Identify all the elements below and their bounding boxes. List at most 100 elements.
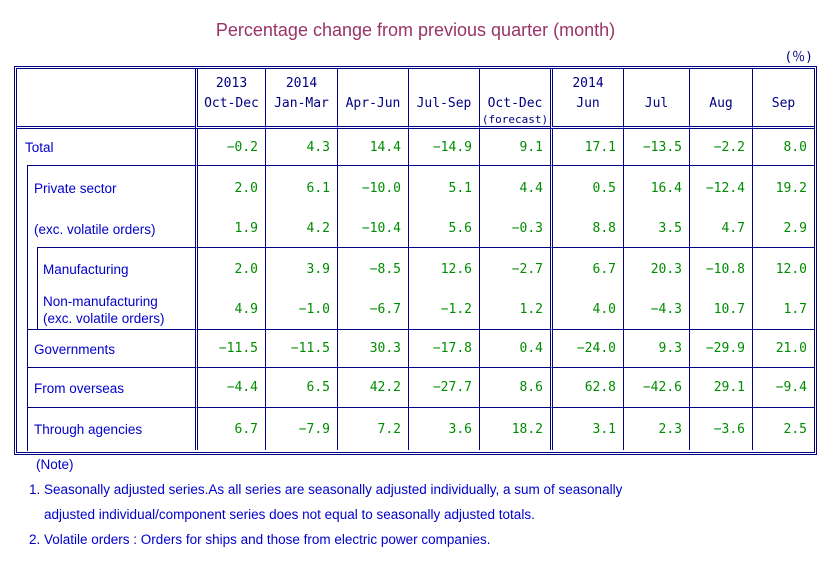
row-label-text: (exc. volatile orders) — [34, 221, 156, 237]
data-cell: 20.3 — [623, 248, 689, 290]
data-cell: −8.5 — [337, 248, 408, 290]
data-cell: 6.7 — [195, 408, 265, 450]
data-cell: 2.3 — [623, 408, 689, 450]
row-label-text: Private sector — [34, 180, 117, 196]
data-cell: 3.6 — [408, 408, 479, 450]
data-cell: −2.7 — [479, 248, 550, 290]
column-header-text: Jan-Mar — [274, 96, 329, 111]
data-cell: 18.2 — [479, 408, 550, 450]
data-cell: −3.6 — [689, 408, 752, 450]
column-header-text: Apr-Jun — [345, 96, 401, 111]
data-cell: 14.4 — [337, 129, 408, 166]
data-cell: −7.9 — [265, 408, 337, 450]
row-label: Private sector — [17, 166, 195, 210]
data-cell: 16.4 — [623, 166, 689, 210]
data-cell: 8.6 — [479, 368, 550, 408]
row-label: Non-manufacturing (exc. volatile orders) — [17, 290, 195, 330]
data-cell: 29.1 — [689, 368, 752, 408]
data-cell: −1.0 — [265, 290, 337, 330]
data-cell: 3.9 — [265, 248, 337, 290]
data-cell: 9.3 — [623, 330, 689, 368]
data-cell: 1.2 — [479, 290, 550, 330]
row-label: Through agencies — [17, 408, 195, 450]
row-label-text: Non-manufacturing — [43, 294, 158, 309]
column-header-text: Jul-Sep — [416, 96, 472, 111]
data-cell: 6.1 — [265, 166, 337, 210]
data-cell: 0.5 — [550, 166, 623, 210]
unit-label: (％) — [784, 50, 813, 65]
column-header-text: Jun — [576, 96, 600, 111]
column-header: Apr-Jun — [337, 69, 408, 129]
data-cell: −13.5 — [623, 129, 689, 166]
data-cell: 10.7 — [689, 290, 752, 330]
data-cell: 4.0 — [550, 290, 623, 330]
data-cell: −11.5 — [195, 330, 265, 368]
data-cell: 1.9 — [195, 210, 265, 248]
data-cell: −11.5 — [265, 330, 337, 368]
column-header: Jul-Sep — [408, 69, 479, 129]
data-cell: 5.6 — [408, 210, 479, 248]
column-header: 2014 Jan-Mar — [265, 69, 337, 129]
table-corner-cell — [17, 69, 195, 129]
data-cell: 21.0 — [752, 330, 814, 368]
data-cell: 1.7 — [752, 290, 814, 330]
data-cell: −42.6 — [623, 368, 689, 408]
page-title: Percentage change from previous quarter … — [215, 20, 616, 40]
column-header-text: Sep — [771, 96, 796, 111]
row-label: Governments — [17, 330, 195, 368]
column-header: 2014 Jun — [550, 69, 623, 129]
data-cell: 3.1 — [550, 408, 623, 450]
data-cell: −10.0 — [337, 166, 408, 210]
column-header: Sep — [752, 69, 814, 129]
data-cell: 0.4 — [479, 330, 550, 368]
column-header: Oct-Dec (forecast) — [479, 69, 550, 129]
note-line-2: adjusted individual/component series doe… — [44, 507, 535, 522]
data-cell: 4.7 — [689, 210, 752, 248]
column-header-text: 2014 — [285, 76, 318, 91]
orders-table-grid: 2013 Oct-Dec 2014 Jan-Mar Apr-Jun Jul-Sep Oct-… — [17, 69, 814, 450]
data-cell: −2.2 — [689, 129, 752, 166]
row-label-text: Through agencies — [34, 421, 143, 437]
data-cell: 6.7 — [550, 248, 623, 290]
note-line-1: 1. Seasonally adjusted series.As all ser… — [29, 482, 623, 497]
data-cell: 42.2 — [337, 368, 408, 408]
column-header-text: Aug — [709, 96, 733, 111]
column-header-text: Jul — [644, 96, 669, 111]
data-cell: 7.2 — [337, 408, 408, 450]
row-label: Manufacturing — [17, 248, 195, 290]
row-label: Total — [17, 129, 195, 166]
data-cell: 12.0 — [752, 248, 814, 290]
note-line-3: 2. Volatile orders : Orders for ships an… — [29, 532, 491, 547]
data-cell: 12.6 — [408, 248, 479, 290]
data-cell: 2.5 — [752, 408, 814, 450]
data-cell: 2.9 — [752, 210, 814, 248]
data-cell: −10.4 — [337, 210, 408, 248]
data-cell: −10.8 — [689, 248, 752, 290]
data-cell: −14.9 — [408, 129, 479, 166]
data-cell: 8.8 — [550, 210, 623, 248]
row-label-text: From overseas — [34, 380, 125, 396]
row-label-text: Governments — [34, 341, 116, 357]
data-cell: 4.4 — [479, 166, 550, 210]
row-label-text: Total — [25, 140, 54, 155]
data-cell: −4.4 — [195, 368, 265, 408]
row-label: From overseas — [17, 368, 195, 408]
column-header: Aug — [689, 69, 752, 129]
data-cell: 6.5 — [265, 368, 337, 408]
data-cell: 4.2 — [265, 210, 337, 248]
data-cell: 30.3 — [337, 330, 408, 368]
data-cell: −27.7 — [408, 368, 479, 408]
data-cell: 9.1 — [479, 129, 550, 166]
column-header: Jul — [623, 69, 689, 129]
data-cell: 3.5 — [623, 210, 689, 248]
data-cell: 19.2 — [752, 166, 814, 210]
row-label-text: Manufacturing — [43, 261, 129, 277]
column-header-text: (forecast) — [481, 113, 549, 126]
data-cell: −17.8 — [408, 330, 479, 368]
orders-table: 2013 Oct-Dec 2014 Jan-Mar Apr-Jun Jul-Sep Oct-… — [14, 66, 817, 455]
data-cell: −1.2 — [408, 290, 479, 330]
data-cell: 17.1 — [550, 129, 623, 166]
column-header-text: 2014 — [572, 76, 604, 91]
data-cell: 62.8 — [550, 368, 623, 408]
